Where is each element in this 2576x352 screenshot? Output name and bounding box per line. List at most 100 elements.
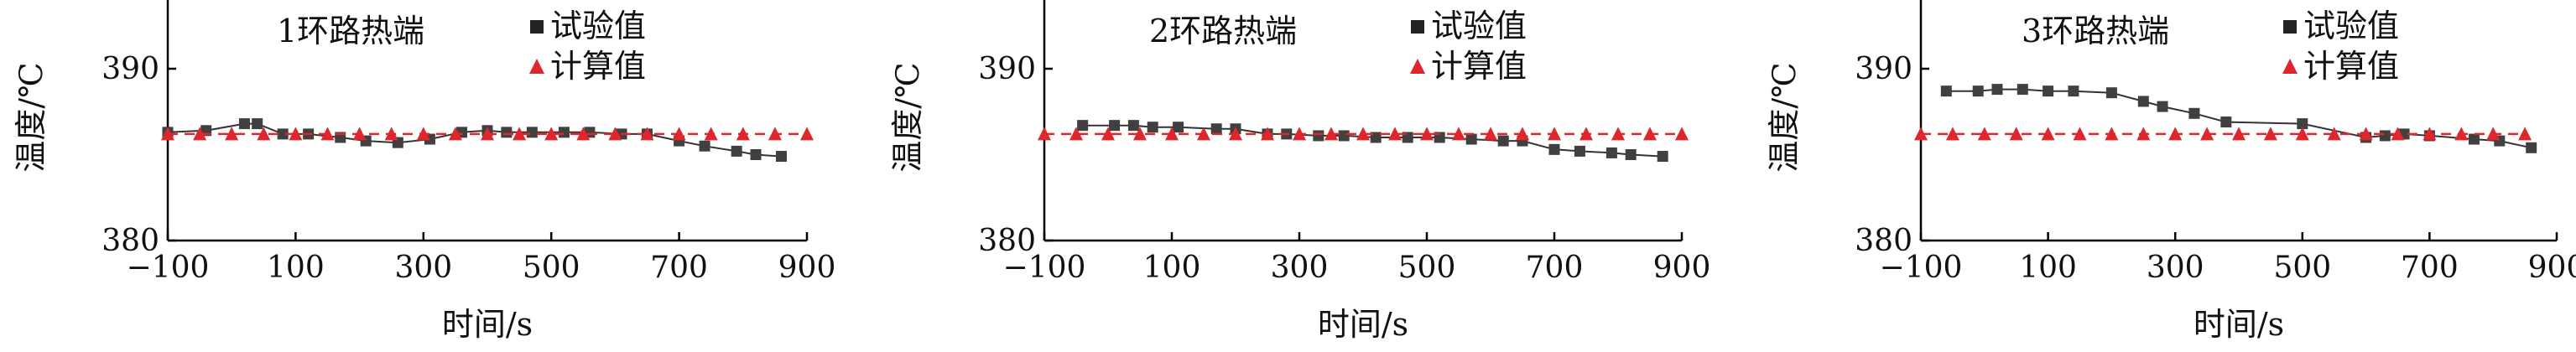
data-point-square	[776, 151, 788, 163]
y-tick-label: 380	[978, 224, 1036, 258]
data-point-triangle	[2009, 127, 2023, 141]
y-tick-label: 380	[101, 224, 159, 258]
data-point-square	[1465, 133, 1477, 145]
chart-panel-2: −100 100 300 500 700 900 380 390 时间/s 温度/℃ 2环路热端 试验…	[889, 0, 1710, 343]
data-point-triangle	[2422, 127, 2437, 141]
x-tick-label: −100	[127, 251, 210, 285]
data-point-triangle	[257, 127, 271, 141]
data-point-square	[238, 118, 250, 130]
data-point-triangle	[2105, 127, 2119, 141]
data-point-triangle	[1197, 127, 1210, 141]
data-point-triangle	[1675, 127, 1689, 141]
data-point-square	[1574, 145, 1585, 157]
data-point-square	[2220, 116, 2232, 128]
series-calculated	[1914, 127, 2532, 141]
data-point-triangle	[448, 127, 462, 141]
series-calculated	[161, 127, 814, 141]
data-point-triangle	[1945, 127, 1959, 141]
x-tick-label: 300	[1271, 251, 1329, 285]
data-point-square	[1127, 120, 1139, 132]
data-point-triangle	[225, 127, 239, 141]
data-point-square	[1991, 84, 2003, 96]
x-tick-label: 700	[1526, 251, 1584, 285]
data-point-triangle	[1914, 127, 1928, 141]
data-point-square	[699, 140, 710, 152]
legend-label-calculated: 计算值	[2303, 48, 2399, 85]
data-point-triangle	[1069, 127, 1083, 141]
legend-label-measured: 试验值	[2303, 8, 2399, 44]
data-point-triangle	[384, 127, 398, 141]
data-point-square	[1657, 151, 1668, 163]
data-point-square	[2297, 118, 2308, 130]
data-point-square	[731, 145, 742, 157]
data-point-triangle	[640, 127, 654, 141]
x-tick-label: 300	[394, 251, 452, 285]
legend-marker-square	[2283, 20, 2297, 34]
chart-title: 2环路热端	[1149, 13, 1297, 49]
x-axis-label: 时间/s	[1318, 306, 1408, 343]
data-point-triangle	[576, 127, 591, 141]
x-tick-label: 500	[523, 251, 580, 285]
data-point-square	[1497, 135, 1509, 147]
series-calculated	[1038, 127, 1689, 141]
data-point-square	[1940, 85, 1952, 97]
data-point-triangle	[1038, 127, 1051, 141]
series-measured	[162, 118, 788, 163]
x-tick-label: 500	[2273, 251, 2331, 285]
y-tick-label: 390	[978, 52, 1036, 86]
y-tick-label: 390	[101, 52, 159, 86]
data-point-square	[1605, 147, 1617, 158]
x-tick-label: 100	[1143, 251, 1201, 285]
data-point-triangle	[1643, 127, 1657, 141]
data-point-triangle	[2263, 127, 2277, 141]
x-tick-label: −100	[1003, 251, 1086, 285]
data-point-square	[277, 128, 289, 140]
data-point-triangle	[2041, 127, 2055, 141]
series-measured	[1077, 120, 1668, 163]
data-point-triangle	[1484, 127, 1497, 141]
x-tick-label: 700	[650, 251, 708, 285]
data-point-triangle	[1388, 127, 1402, 141]
legend-marker-square	[1411, 20, 1424, 34]
data-point-triangle	[1579, 127, 1593, 141]
data-point-square	[2157, 101, 2168, 112]
data-point-triangle	[2168, 127, 2183, 141]
data-point-square	[1625, 149, 1637, 160]
data-point-square	[526, 127, 538, 138]
data-point-square	[1077, 120, 1089, 132]
legend-label-measured: 试验值	[550, 8, 646, 44]
data-point-square	[2526, 142, 2537, 153]
legend-label-calculated: 计算值	[1431, 48, 1527, 85]
data-point-triangle	[1356, 127, 1370, 141]
y-tick-label: 390	[1855, 52, 1912, 86]
x-tick-label: 900	[2528, 251, 2576, 285]
data-point-triangle	[1548, 127, 1561, 141]
chart-title: 3环路热端	[2022, 13, 2169, 49]
data-point-triangle	[1516, 127, 1529, 141]
y-axis-label: 温度/℃	[13, 62, 49, 172]
data-point-triangle	[704, 127, 718, 141]
data-point-triangle	[544, 127, 559, 141]
x-tick-label: 100	[2019, 251, 2077, 285]
data-point-square	[558, 127, 570, 138]
data-point-triangle	[513, 127, 527, 141]
data-point-triangle	[161, 127, 174, 141]
data-point-square	[2017, 84, 2028, 96]
legend-label-calculated: 计算值	[550, 48, 646, 85]
data-point-square	[2068, 85, 2079, 97]
data-point-square	[1972, 85, 1984, 97]
data-point-triangle	[2200, 127, 2214, 141]
data-point-triangle	[2359, 127, 2373, 141]
legend-marker-triangle	[529, 59, 544, 74]
data-point-square	[2137, 96, 2149, 107]
data-point-triangle	[1293, 127, 1306, 141]
data-point-triangle	[2518, 127, 2532, 141]
data-point-triangle	[736, 127, 750, 141]
chart-panel-1: −100 100 300 500 700 900 380 390 时间/s 温度/℃ 1环路热端 试验…	[13, 0, 835, 343]
x-tick-label: 900	[1653, 251, 1711, 285]
data-point-square	[501, 127, 513, 138]
